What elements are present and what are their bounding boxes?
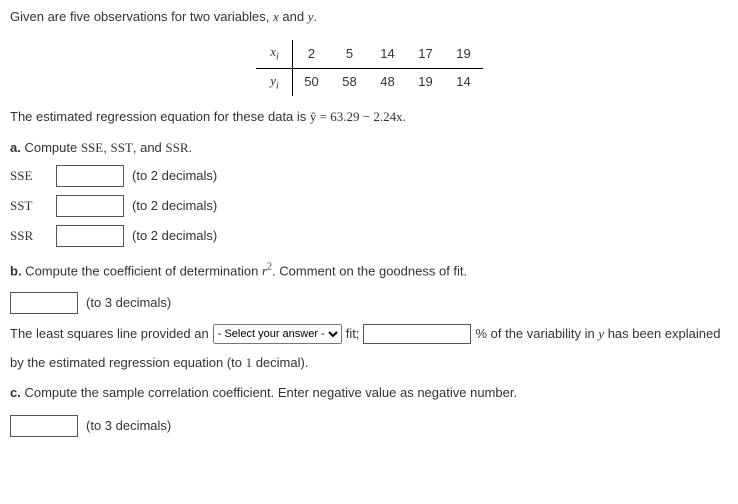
fit-text1: The least squares line provided an <box>10 325 209 343</box>
intro-line: Given are five observations for two vari… <box>10 9 317 24</box>
equation-expr: ŷ = 63.29 − 2.24x. <box>310 109 406 124</box>
sse-hint: (to 2 decimals) <box>132 167 217 185</box>
fit-text2: fit; <box>346 325 360 343</box>
x-label: xi <box>256 40 293 68</box>
sst-input[interactable] <box>56 195 124 217</box>
x-cell: 19 <box>445 40 483 68</box>
y-cell: 50 <box>292 68 331 96</box>
r2-input[interactable] <box>10 292 78 314</box>
corr-input[interactable] <box>10 415 78 437</box>
r2-hint: (to 3 decimals) <box>86 294 171 312</box>
part-b-heading: b. Compute the coefficient of determinat… <box>10 261 728 281</box>
equation-prefix: The estimated regression equation for th… <box>10 109 310 124</box>
part-a: a. Compute SSE, SST, and SSR. SSE (to 2 … <box>10 139 728 247</box>
sst-hint: (to 2 decimals) <box>132 197 217 215</box>
sse-input[interactable] <box>56 165 124 187</box>
fit-text4: by the estimated regression equation (to… <box>10 355 308 370</box>
intro-text: Given are five observations for two vari… <box>10 8 728 26</box>
y-cell: 58 <box>331 68 369 96</box>
x-cell: 5 <box>331 40 369 68</box>
fit-select[interactable]: - Select your answer - <box>213 324 342 344</box>
r2-symbol: r2 <box>262 263 272 278</box>
x-cell: 2 <box>292 40 331 68</box>
sst-label: SST <box>10 197 48 215</box>
x-row: xi 2 5 14 17 19 <box>256 40 483 68</box>
part-b-text1: Compute the coefficient of determination <box>22 263 262 278</box>
y-row: yi 50 58 48 19 14 <box>256 68 483 96</box>
fit-text3: % of the variability in y has been expla… <box>475 325 720 343</box>
part-a-label: a. <box>10 140 21 155</box>
y-cell: 48 <box>369 68 407 96</box>
x-cell: 17 <box>407 40 445 68</box>
data-table: xi 2 5 14 17 19 yi 50 58 48 19 14 <box>256 40 483 96</box>
part-a-text: Compute SSE, SST, and SSR. <box>21 140 192 155</box>
part-c-label: c. <box>10 385 21 400</box>
corr-hint: (to 3 decimals) <box>86 417 171 435</box>
x-cell: 14 <box>369 40 407 68</box>
y-cell: 14 <box>445 68 483 96</box>
ssr-label: SSR <box>10 227 48 245</box>
fit-sentence-line2: by the estimated regression equation (to… <box>10 354 728 372</box>
y-label: yi <box>256 68 293 96</box>
percent-input[interactable] <box>363 324 471 344</box>
ssr-hint: (to 2 decimals) <box>132 227 217 245</box>
part-b-label: b. <box>10 263 22 278</box>
ssr-input[interactable] <box>56 225 124 247</box>
part-b-text2: . Comment on the goodness of fit. <box>272 263 467 278</box>
y-cell: 19 <box>407 68 445 96</box>
part-a-heading: a. Compute SSE, SST, and SSR. <box>10 139 728 157</box>
sse-label: SSE <box>10 167 48 185</box>
equation-line: The estimated regression equation for th… <box>10 108 728 126</box>
part-c-text: Compute the sample correlation coefficie… <box>21 385 517 400</box>
part-c-heading: c. Compute the sample correlation coeffi… <box>10 384 728 402</box>
fit-sentence-line1: The least squares line provided an - Sel… <box>10 324 728 344</box>
